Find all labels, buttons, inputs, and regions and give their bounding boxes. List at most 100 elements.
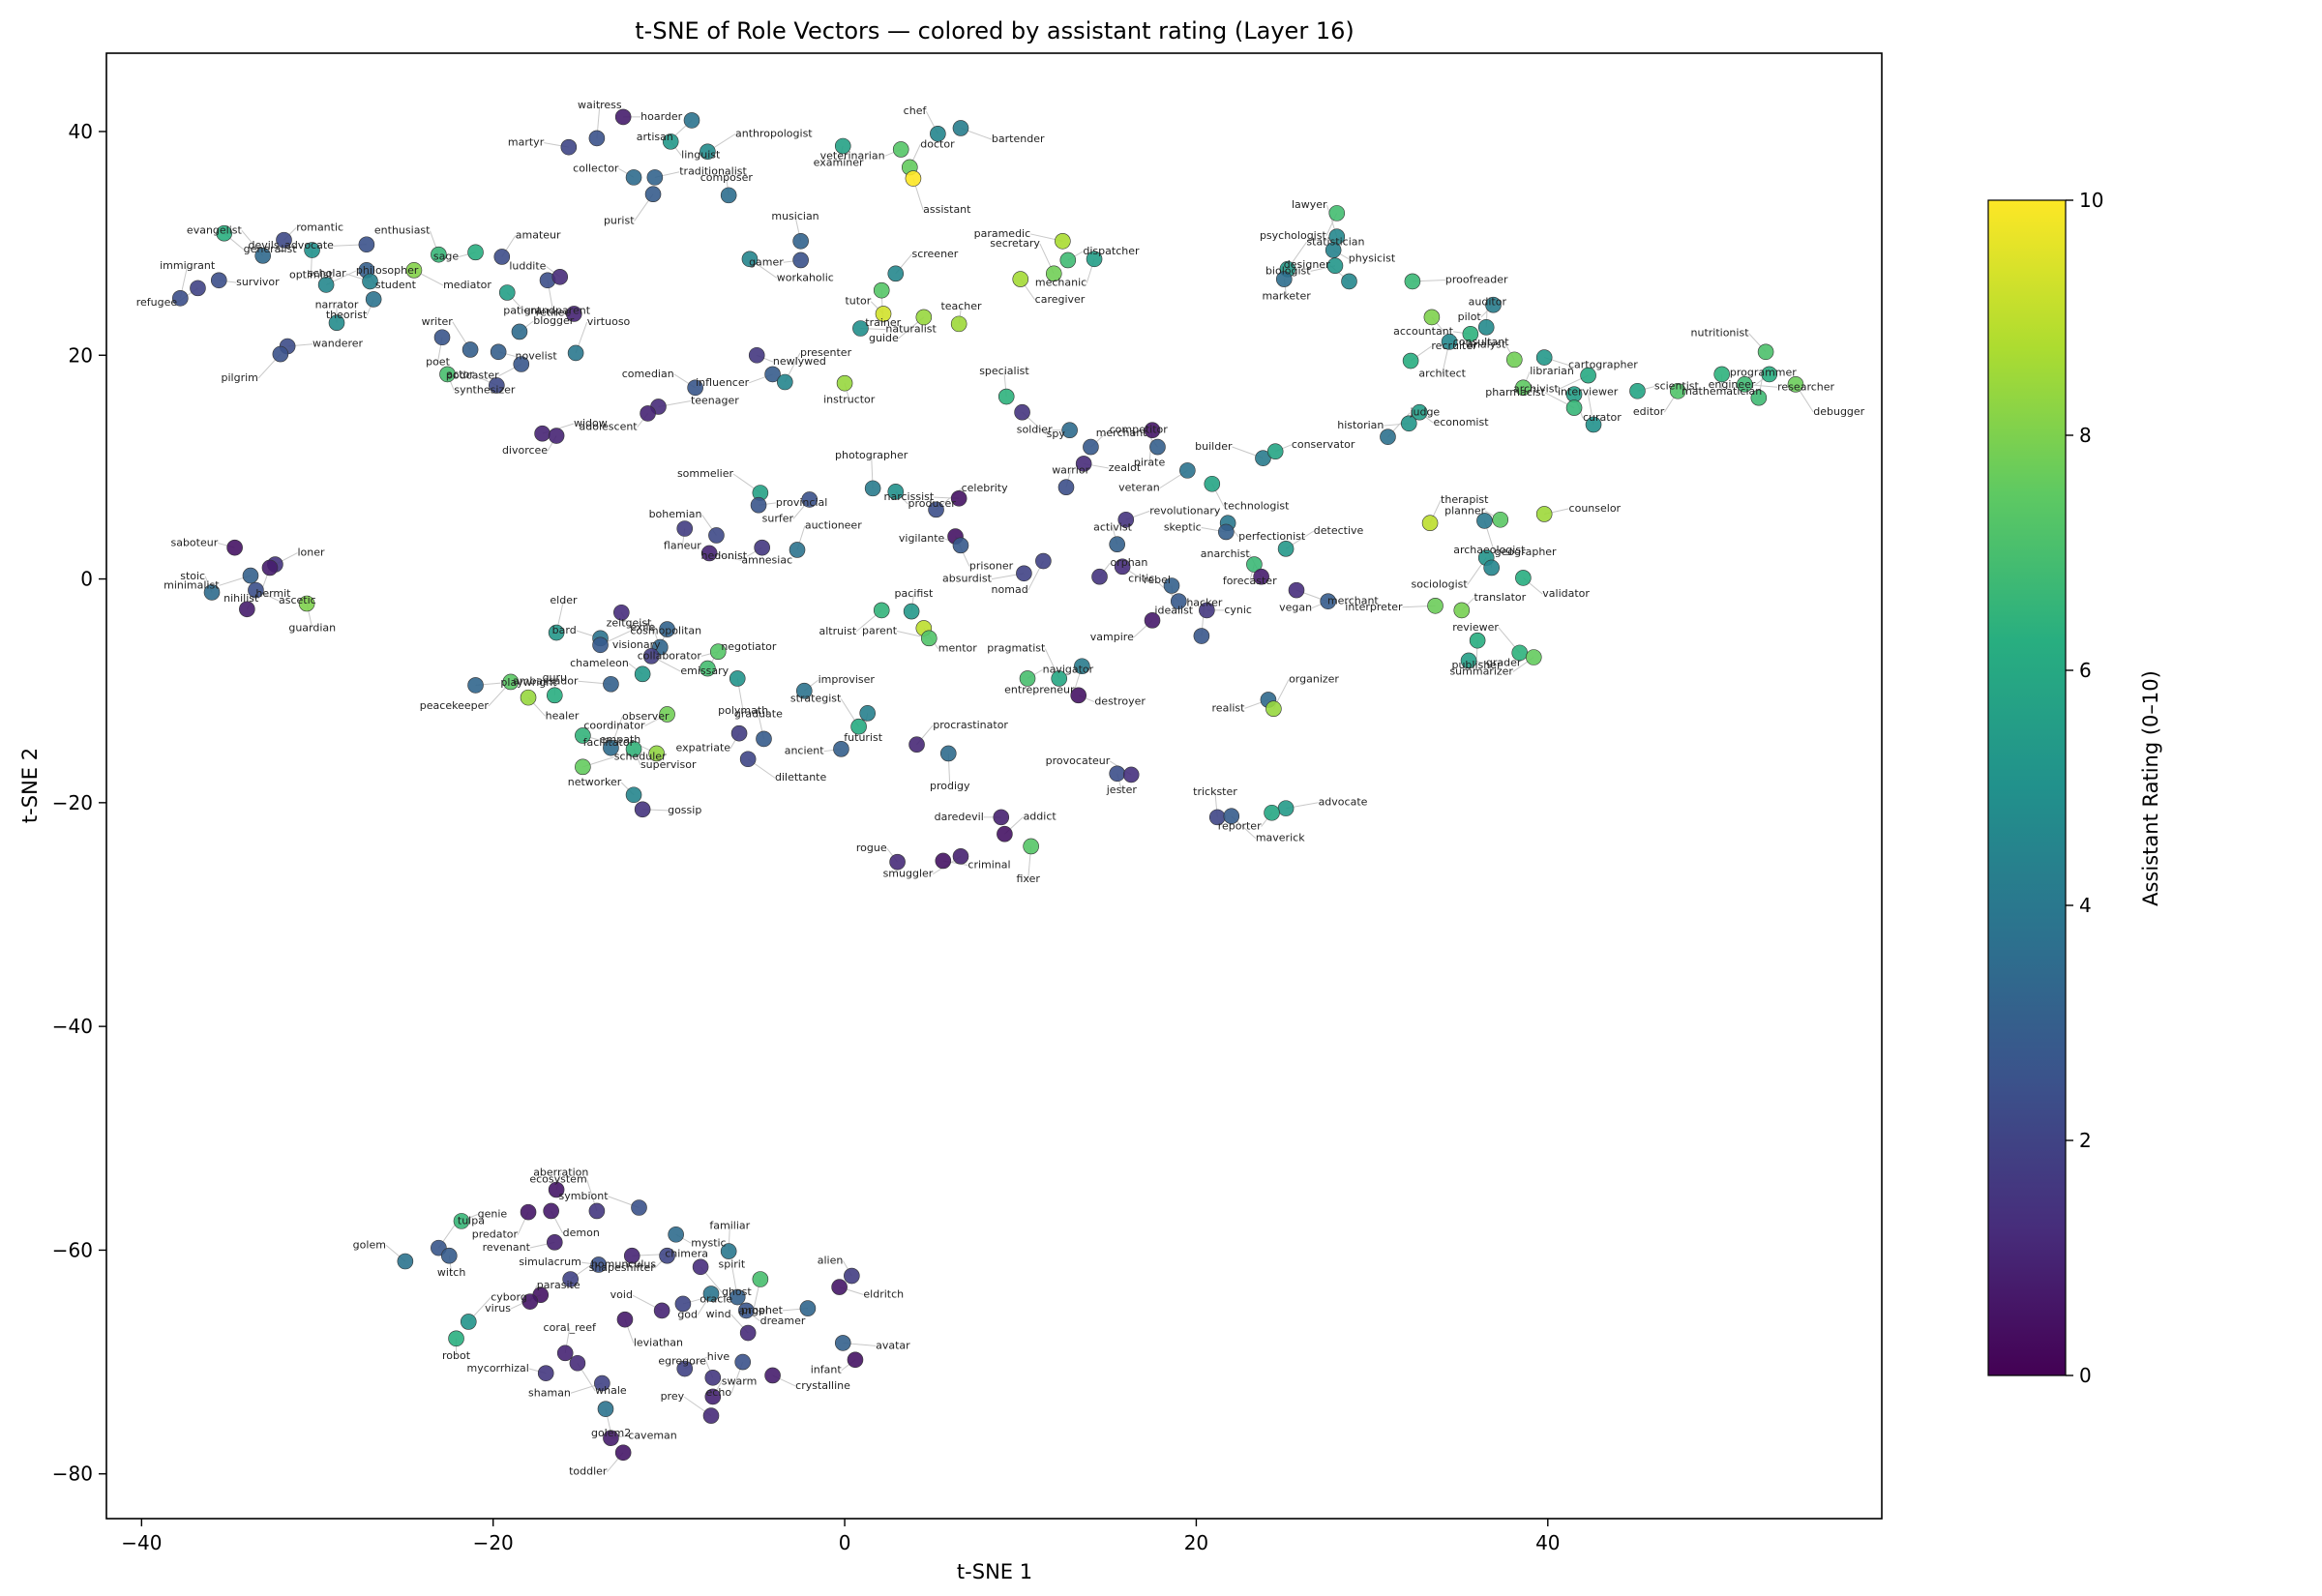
scatter-point-veteran: [1179, 462, 1196, 479]
point-label: engineer: [1709, 378, 1756, 391]
scatter-point-technologist: [1204, 475, 1221, 492]
point-label: criminal: [968, 858, 1010, 871]
point-label: mechanic: [1035, 277, 1087, 289]
y-axis-title: t-SNE 2: [18, 748, 42, 823]
scatter-point-ghost: [692, 1258, 709, 1276]
scatter-point-gossip: [634, 801, 651, 818]
scatter-point-orphan: [1091, 568, 1108, 585]
point-label: editor: [1633, 405, 1665, 418]
scatter-point-presenter: [776, 373, 793, 391]
scatter-point-marketer: [1275, 271, 1293, 287]
scatter-point-generalist: [216, 224, 233, 242]
scatter-point-cynic: [1199, 602, 1215, 619]
scatter-point-genie: [453, 1213, 470, 1229]
point-label: futurist: [844, 731, 882, 744]
point-label: organizer: [1289, 673, 1339, 686]
scatter-point-ancient: [833, 741, 849, 757]
scatter-point-soldier: [1061, 422, 1078, 439]
scatter-point-crystalline: [764, 1367, 781, 1384]
scatter-point-cyborg: [460, 1314, 477, 1330]
point-label: stoic: [180, 570, 205, 582]
scatter-point-virtuoso: [567, 344, 584, 362]
scatter-point-mycorrhizal: [537, 1365, 554, 1381]
scatter-point-judge: [1380, 429, 1396, 445]
point-label: tulpa: [458, 1214, 485, 1227]
point-label: researcher: [1777, 380, 1834, 393]
point-label: daredevil: [935, 811, 984, 823]
point-label: sommelier: [677, 467, 734, 480]
scatter-point-wind: [739, 1324, 757, 1342]
scatter-point-spy: [1014, 403, 1030, 421]
scatter-point-caveman: [603, 1430, 619, 1447]
point-label: expatriate: [676, 742, 731, 754]
scatter-point-workaholic: [741, 251, 759, 268]
colorbar: 0 2 4 6 8 10 Assistant Rating (0–10): [1987, 189, 2162, 1387]
scatter-point-ambassador: [603, 675, 619, 693]
point-label: optimist: [289, 269, 334, 281]
point-label: comedian: [622, 368, 674, 380]
scatter-point-parasite: [521, 1293, 539, 1310]
scatter-point-waitress: [588, 130, 606, 147]
scatter-points: [172, 108, 1804, 1462]
point-label: god: [677, 1308, 698, 1320]
point-label: alien: [818, 1254, 844, 1266]
y-tick-label: −80: [52, 1463, 93, 1486]
point-label: gossip: [668, 804, 701, 816]
point-label: programmer: [1730, 367, 1797, 379]
point-label: aberration: [533, 1167, 588, 1179]
point-label: flaneur: [664, 539, 701, 551]
point-label: hive: [707, 1350, 730, 1363]
point-label: activist: [1093, 520, 1132, 533]
scatter-point-criminal: [935, 852, 952, 870]
point-label: counselor: [1569, 502, 1622, 515]
point-label: composer: [700, 171, 754, 184]
scatter-point-prodigy: [939, 745, 957, 762]
scatter-point-actor: [489, 377, 505, 394]
scatter-point-forecaster: [1246, 556, 1263, 573]
scatter-point-consultant: [1423, 309, 1441, 326]
point-label: pirate: [1134, 457, 1166, 469]
point-label: linguist: [681, 149, 721, 162]
point-label: spy: [1047, 428, 1066, 440]
point-label: grader: [1486, 656, 1522, 668]
point-label: ecosystem: [529, 1173, 586, 1186]
point-label: screener: [911, 248, 958, 260]
point-label: genie: [478, 1207, 508, 1220]
point-label: auctioneer: [805, 519, 862, 532]
point-label: cyborg: [491, 1290, 527, 1303]
scatter-point-psychologist: [1328, 205, 1346, 222]
point-label: chef: [904, 104, 928, 117]
scatter-point-critic: [1170, 593, 1187, 609]
scatter-point-historian: [1400, 415, 1417, 432]
point-label: scientist: [1654, 380, 1700, 393]
point-label: sage: [433, 251, 459, 263]
point-label: martyr: [508, 136, 545, 149]
point-label: simulacrum: [519, 1256, 581, 1268]
point-label: prophet: [741, 1304, 784, 1316]
scatter-point-destroyer: [1070, 687, 1087, 704]
point-label: addict: [1024, 811, 1057, 823]
point-label: luddite: [509, 259, 546, 272]
point-label: anthropologist: [735, 128, 813, 140]
scatter-point-luddite: [551, 268, 569, 285]
scatter-point-linguist: [662, 133, 679, 150]
point-label: traditionalist: [679, 165, 747, 178]
point-label: playwright: [500, 676, 557, 689]
point-label: trainer: [865, 316, 901, 329]
point-label: navigator: [1043, 663, 1094, 675]
scatter-point-caregiver: [1012, 271, 1029, 287]
point-label: workaholic: [777, 271, 834, 283]
scatter-point-pilgrim: [272, 345, 289, 363]
point-label: hermit: [255, 587, 291, 600]
point-label: adolescent: [580, 421, 639, 433]
scatter-point-validator: [1515, 570, 1532, 586]
scatter-point-maverick: [1223, 808, 1240, 825]
point-label: provincial: [776, 496, 827, 509]
point-label: philosopher: [356, 264, 419, 277]
point-label: planner: [1444, 504, 1485, 517]
point-label: dilettante: [775, 771, 827, 783]
scatter-point-pilot: [1485, 296, 1502, 313]
scatter-point-narcissist: [950, 489, 968, 507]
scatter-point-playwright: [467, 677, 484, 694]
point-label: romantic: [296, 221, 343, 233]
